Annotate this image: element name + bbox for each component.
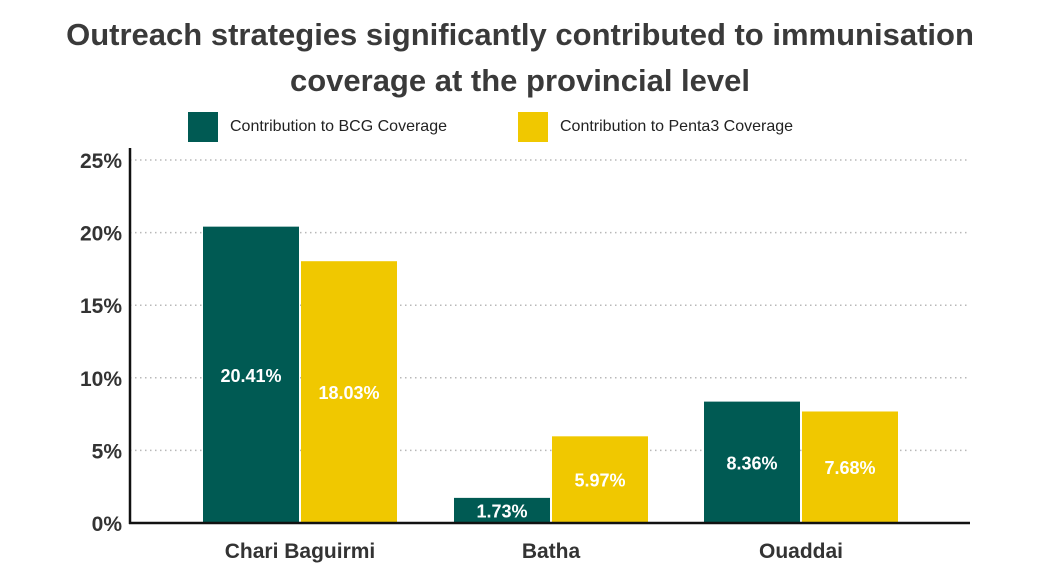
- y-tick-label: 5%: [92, 440, 123, 463]
- data-label-bcg: 8.36%: [726, 453, 777, 473]
- data-label-penta3: 18.03%: [318, 383, 379, 403]
- data-label-penta3: 7.68%: [824, 458, 875, 478]
- legend-label-penta3: Contribution to Penta3 Coverage: [560, 118, 794, 135]
- y-tick-label: 10%: [80, 368, 122, 391]
- bar-penta3: [552, 436, 648, 523]
- y-tick-label: 0%: [92, 513, 123, 536]
- y-tick-label: 15%: [80, 295, 122, 318]
- data-label-bcg: 20.41%: [220, 366, 281, 386]
- bar-penta3: [802, 411, 898, 523]
- y-tick-label: 20%: [80, 223, 122, 246]
- x-tick-label: Batha: [522, 540, 581, 563]
- legend-label-bcg: Contribution to BCG Coverage: [230, 118, 447, 135]
- y-tick-label: 25%: [80, 150, 122, 173]
- bar-bcg: [203, 226, 299, 524]
- chart-title-line-2: coverage at the provincial level: [289, 63, 751, 98]
- bar-bcg: [704, 401, 800, 523]
- data-label-penta3: 5.97%: [574, 471, 625, 491]
- legend-swatch-penta3: [518, 112, 548, 142]
- chart-title: Outreach strategies significantly contri…: [0, 12, 1040, 104]
- bar-penta3: [301, 261, 397, 523]
- data-label-bcg: 1.73%: [476, 501, 527, 521]
- chart-legend: Contribution to BCG Coverage Contributio…: [0, 112, 1040, 142]
- x-tick-label: Ouaddai: [759, 540, 843, 563]
- legend-item-bcg: Contribution to BCG Coverage: [188, 112, 447, 142]
- x-tick-label: Chari Baguirmi: [225, 540, 376, 563]
- legend-item-penta3: Contribution to Penta3 Coverage: [518, 112, 793, 142]
- bar-bcg: [454, 497, 550, 523]
- chart-title-line-1: Outreach strategies significantly contri…: [66, 17, 974, 52]
- legend-swatch-bcg: [188, 112, 218, 142]
